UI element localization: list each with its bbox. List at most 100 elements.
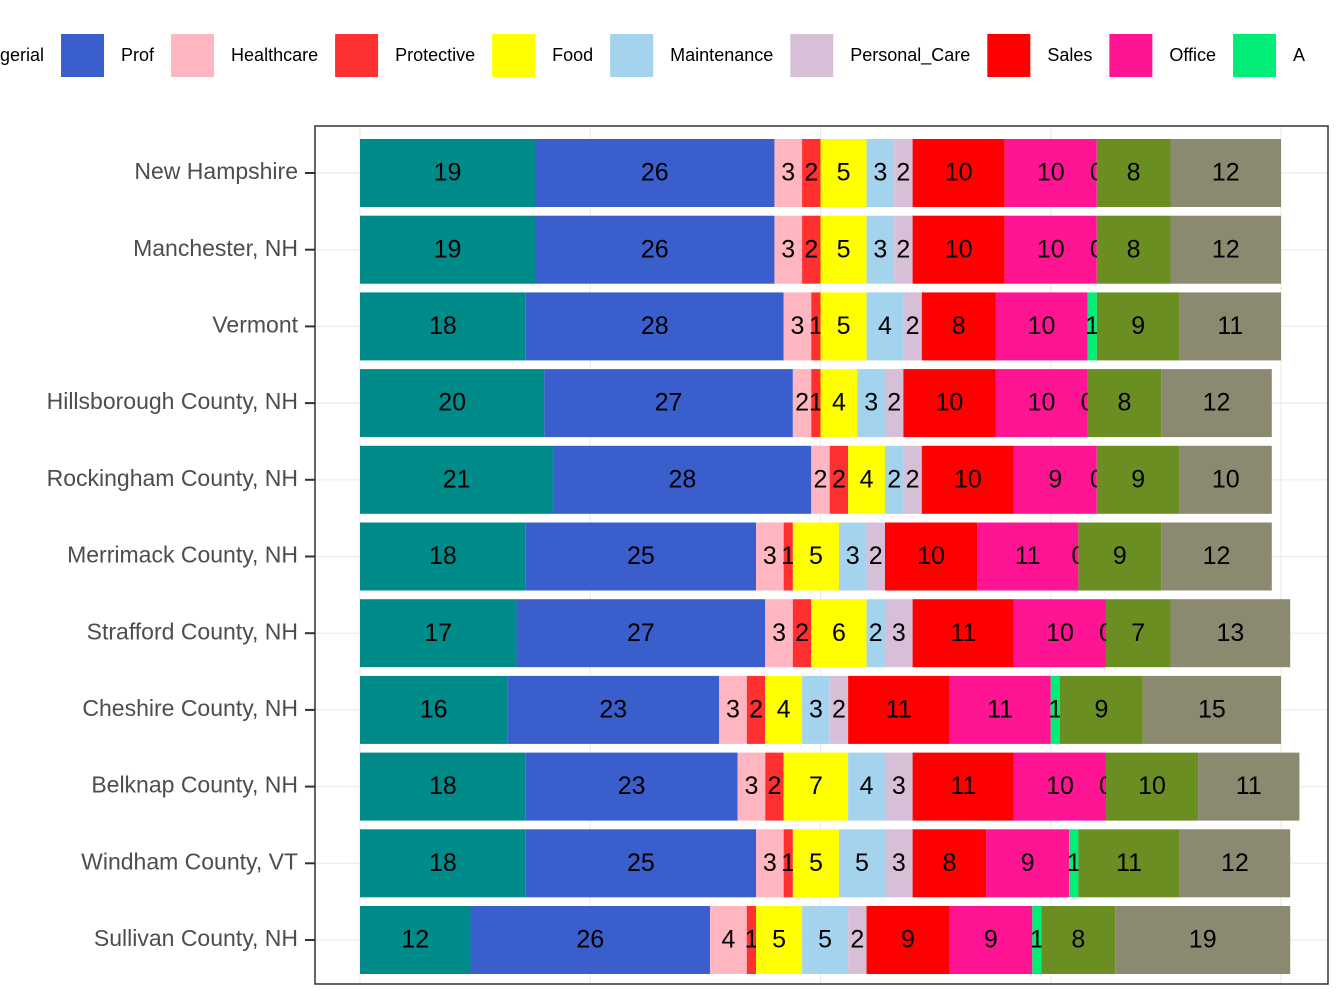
bar-segment [1142, 675, 1281, 744]
bar-segment [1013, 752, 1107, 821]
bar-segment [838, 829, 885, 898]
data-label: 9 [1113, 542, 1127, 570]
data-label: 10 [945, 159, 973, 187]
bar-segment [534, 215, 775, 284]
data-label: 2 [804, 235, 818, 263]
legend-swatch [171, 34, 215, 77]
data-label: 12 [1212, 235, 1240, 263]
bar-segment [1170, 139, 1281, 207]
data-label: 3 [763, 849, 777, 877]
data-label: 1 [1085, 312, 1099, 340]
legend-swatch [61, 34, 105, 77]
legend-swatch [335, 34, 379, 77]
data-label: 4 [721, 926, 735, 954]
bar-segment [783, 522, 793, 591]
data-label: 11 [1116, 849, 1142, 877]
legend-label: Maintenance [670, 45, 773, 65]
bar-segment [903, 445, 922, 514]
bar-segment [1069, 829, 1079, 898]
bar-segment [1013, 445, 1097, 514]
data-label: 2 [814, 465, 828, 493]
data-label: 10 [954, 465, 982, 493]
data-label: 12 [1203, 389, 1231, 417]
data-label: 19 [1189, 926, 1217, 954]
data-label: 2 [896, 235, 910, 263]
data-label: 1 [744, 926, 758, 954]
bar-segment [986, 829, 1070, 898]
bar-segment [884, 752, 913, 821]
data-label: 6 [832, 619, 846, 647]
bar-segment [848, 752, 885, 821]
bar-segment [360, 215, 535, 284]
data-label: 13 [1216, 619, 1244, 647]
bar-segment [1078, 522, 1162, 591]
data-label: 9 [1131, 312, 1145, 340]
bar-segment [866, 906, 950, 974]
bar-segment [811, 369, 821, 438]
data-label: 11 [987, 696, 1013, 724]
bar-segment [802, 139, 821, 207]
data-label: 9 [901, 926, 915, 954]
bar-segment [360, 906, 471, 974]
data-label: 3 [846, 542, 860, 570]
data-label: 27 [655, 389, 683, 417]
data-label: 11 [1217, 312, 1243, 340]
data-label: 11 [1236, 772, 1262, 800]
bar-segment [544, 369, 793, 438]
data-label: 10 [1037, 235, 1065, 263]
bar-segment [1032, 906, 1042, 974]
bar-segment [1161, 522, 1272, 591]
data-label: 3 [892, 619, 906, 647]
data-label: 12 [1212, 159, 1240, 187]
data-label: 5 [837, 235, 851, 263]
data-label: 2 [869, 619, 883, 647]
legend-label: Food [552, 45, 593, 65]
bar-segment [792, 829, 839, 898]
bar-segment [1087, 292, 1097, 361]
data-label: 2 [767, 772, 781, 800]
data-label: 2 [906, 312, 920, 340]
data-label: 21 [443, 465, 471, 493]
bar-segment [995, 292, 1088, 361]
bar-segment [820, 139, 867, 207]
data-label: 1 [781, 542, 795, 570]
data-label: 3 [892, 849, 906, 877]
data-label: 3 [772, 619, 786, 647]
data-label: 7 [1131, 619, 1145, 647]
data-label: 11 [950, 772, 976, 800]
y-tick-label: Manchester, NH [133, 235, 298, 261]
bar-segment [737, 752, 766, 821]
data-label: 17 [424, 619, 452, 647]
data-label: 1 [781, 849, 795, 877]
data-label: 2 [887, 389, 901, 417]
bar-segment [884, 369, 904, 438]
data-label: 10 [1046, 619, 1074, 647]
data-label: 28 [668, 465, 696, 493]
bar-segment [709, 906, 747, 974]
legend-swatch [492, 34, 536, 77]
data-label: 28 [641, 312, 669, 340]
legend-swatch [987, 34, 1031, 77]
bar-segment [774, 215, 803, 284]
data-label: 18 [429, 772, 457, 800]
data-label: 10 [1138, 772, 1166, 800]
bar-segment [360, 752, 526, 821]
bar-segment [866, 292, 904, 361]
bar-segment [866, 139, 895, 207]
bar-segment [360, 445, 554, 514]
data-label: 3 [864, 389, 878, 417]
bar-segment [1115, 906, 1291, 974]
bar-segment [783, 829, 793, 898]
bar-segment [783, 292, 812, 361]
data-label: 10 [1046, 772, 1074, 800]
data-label: 2 [832, 465, 846, 493]
bar-segment [884, 522, 978, 591]
data-label: 11 [886, 696, 912, 724]
bar-segment [1004, 215, 1097, 284]
bar-segment [949, 675, 1051, 744]
data-label: 1 [809, 389, 823, 417]
bar-segment [866, 215, 895, 284]
bar-segment [765, 599, 793, 668]
legend-label: gerial [0, 45, 44, 65]
